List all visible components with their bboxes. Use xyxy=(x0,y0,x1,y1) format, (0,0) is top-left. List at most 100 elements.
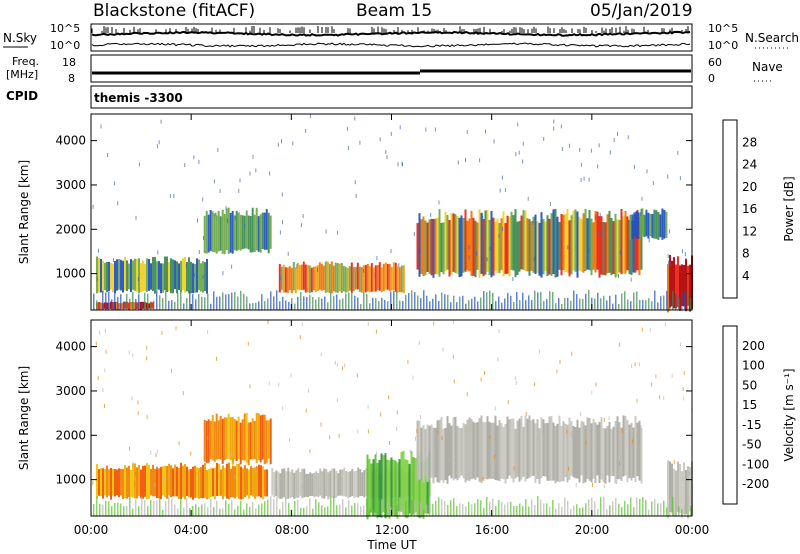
data-cell xyxy=(489,290,491,310)
data-cell xyxy=(456,506,458,516)
data-cell xyxy=(155,453,157,458)
data-cell xyxy=(386,155,388,160)
data-cell xyxy=(162,298,164,310)
data-cell xyxy=(186,262,188,292)
data-cell xyxy=(301,484,303,489)
data-cell xyxy=(336,362,338,367)
data-cell xyxy=(326,261,329,293)
ytick-label: 4000 xyxy=(55,134,86,148)
data-cell xyxy=(540,212,543,278)
data-cell xyxy=(489,501,491,516)
data-cell xyxy=(325,469,328,497)
data-cell xyxy=(447,504,449,516)
data-cell xyxy=(536,419,539,479)
data-cell xyxy=(285,300,287,310)
data-cell xyxy=(642,497,644,516)
data-cell xyxy=(138,162,140,167)
data-cell xyxy=(327,506,329,516)
data-cell xyxy=(106,261,108,293)
data-cell xyxy=(369,303,371,310)
data-cell xyxy=(215,212,217,217)
data-cell xyxy=(394,460,397,517)
data-cell xyxy=(239,422,242,465)
data-cell xyxy=(183,507,185,516)
data-cell xyxy=(618,422,621,480)
data-cell xyxy=(240,290,242,310)
data-cell xyxy=(216,356,218,361)
data-cell xyxy=(575,483,577,487)
data-cell xyxy=(142,465,144,499)
data-cell xyxy=(378,460,381,517)
data-cell xyxy=(570,508,572,516)
x-axis-title: Time UT xyxy=(366,538,417,552)
data-cell xyxy=(169,194,171,198)
data-cell xyxy=(512,215,515,271)
data-cell xyxy=(636,497,638,516)
data-cell xyxy=(243,215,246,249)
data-cell xyxy=(234,475,236,480)
data-cell xyxy=(148,303,150,309)
data-cell xyxy=(267,298,269,310)
data-cell xyxy=(339,299,341,310)
data-cell xyxy=(408,507,410,516)
data-cell xyxy=(452,417,455,481)
data-cell xyxy=(517,122,519,127)
data-cell xyxy=(560,124,562,129)
data-cell xyxy=(211,211,214,252)
data-cell xyxy=(522,159,524,164)
data-cell xyxy=(679,176,681,181)
data-cell xyxy=(234,216,236,220)
data-cell xyxy=(144,292,146,310)
data-cell xyxy=(492,422,495,479)
data-cell xyxy=(516,506,518,516)
data-cell xyxy=(396,426,398,431)
data-cell xyxy=(246,296,248,310)
data-cell xyxy=(566,429,568,434)
data-cell xyxy=(628,219,631,275)
data-cell xyxy=(300,508,302,516)
data-cell xyxy=(396,505,398,516)
data-cell xyxy=(100,468,102,497)
data-cell xyxy=(648,298,650,310)
data-cell xyxy=(588,210,591,271)
data-cell xyxy=(239,214,242,251)
data-cell xyxy=(97,478,98,483)
data-cell xyxy=(436,420,439,483)
data-cell xyxy=(186,298,188,310)
data-cell xyxy=(471,504,473,516)
data-cell xyxy=(558,298,560,310)
data-cell xyxy=(567,500,569,516)
data-cell xyxy=(327,472,330,500)
data-cell xyxy=(585,440,587,445)
data-cell xyxy=(223,213,226,255)
data-cell xyxy=(612,221,615,274)
data-cell xyxy=(501,501,503,516)
data-cell xyxy=(304,264,307,293)
data-cell xyxy=(319,468,322,496)
data-cell xyxy=(223,417,226,460)
data-cell xyxy=(372,509,374,516)
data-cell xyxy=(556,423,559,482)
data-cell xyxy=(105,349,107,354)
data-cell xyxy=(671,260,673,307)
freq-tick-top: 18 xyxy=(62,56,76,69)
data-cell xyxy=(325,229,327,234)
data-cell xyxy=(270,291,272,310)
data-cell xyxy=(116,259,118,291)
data-cell xyxy=(594,501,596,516)
data-cell xyxy=(132,353,134,358)
data-cell xyxy=(100,124,102,129)
data-cell xyxy=(222,271,224,276)
data-cell xyxy=(459,296,461,310)
data-cell xyxy=(122,469,124,500)
data-cell xyxy=(118,303,120,310)
data-cell xyxy=(570,215,573,275)
data-cell xyxy=(147,506,149,516)
colorbar-title: Power [dB] xyxy=(782,176,796,241)
data-cell xyxy=(202,197,204,202)
data-cell xyxy=(501,175,503,180)
data-cell xyxy=(104,469,106,496)
data-cell xyxy=(498,420,501,482)
data-cell xyxy=(632,220,635,273)
data-cell xyxy=(679,342,681,347)
